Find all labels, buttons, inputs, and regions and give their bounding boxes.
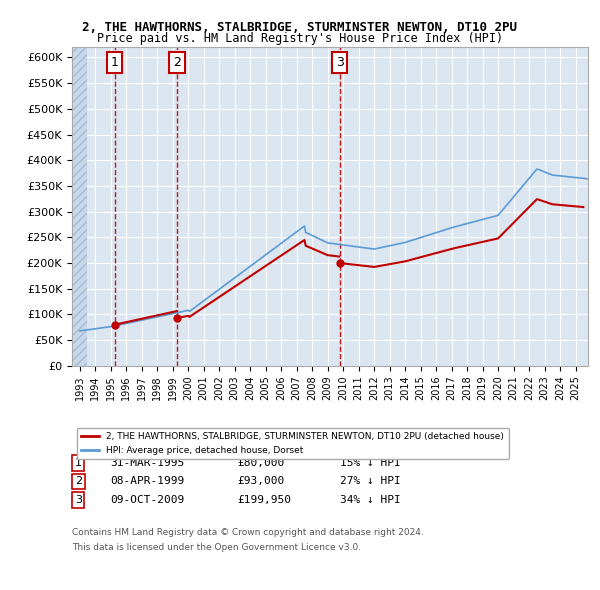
Text: Price paid vs. HM Land Registry's House Price Index (HPI): Price paid vs. HM Land Registry's House … xyxy=(97,32,503,45)
Text: £93,000: £93,000 xyxy=(237,477,284,486)
Text: 34% ↓ HPI: 34% ↓ HPI xyxy=(340,495,401,505)
Text: 1: 1 xyxy=(110,56,119,69)
Text: This data is licensed under the Open Government Licence v3.0.: This data is licensed under the Open Gov… xyxy=(72,543,361,552)
Text: 2: 2 xyxy=(74,477,82,486)
Text: 1: 1 xyxy=(74,458,82,468)
Text: 31-MAR-1995: 31-MAR-1995 xyxy=(110,458,185,468)
Text: £80,000: £80,000 xyxy=(237,458,284,468)
Text: 3: 3 xyxy=(74,495,82,505)
Text: 27% ↓ HPI: 27% ↓ HPI xyxy=(340,477,401,486)
Text: 09-OCT-2009: 09-OCT-2009 xyxy=(110,495,185,505)
Text: 3: 3 xyxy=(335,56,344,69)
Bar xyxy=(72,47,88,366)
Text: 2: 2 xyxy=(173,56,181,69)
Text: 08-APR-1999: 08-APR-1999 xyxy=(110,477,185,486)
Text: £199,950: £199,950 xyxy=(237,495,291,505)
Legend: 2, THE HAWTHORNS, STALBRIDGE, STURMINSTER NEWTON, DT10 2PU (detached house), HPI: 2, THE HAWTHORNS, STALBRIDGE, STURMINSTE… xyxy=(77,428,509,459)
Text: 2, THE HAWTHORNS, STALBRIDGE, STURMINSTER NEWTON, DT10 2PU: 2, THE HAWTHORNS, STALBRIDGE, STURMINSTE… xyxy=(83,21,517,34)
Text: Contains HM Land Registry data © Crown copyright and database right 2024.: Contains HM Land Registry data © Crown c… xyxy=(72,528,424,537)
Text: 15% ↓ HPI: 15% ↓ HPI xyxy=(340,458,401,468)
